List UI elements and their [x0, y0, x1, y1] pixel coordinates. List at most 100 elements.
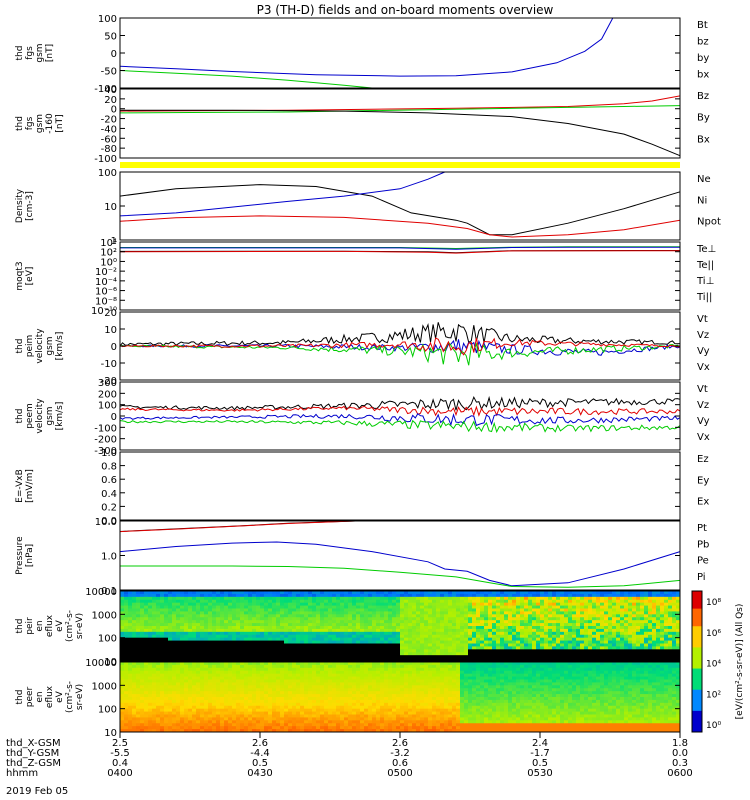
spectrogram-cell — [216, 655, 221, 659]
spectrogram-cell — [180, 664, 185, 669]
spectrogram-cell — [640, 605, 645, 609]
spectrogram-cell — [540, 599, 545, 604]
spectrogram-cell — [520, 611, 525, 615]
spectrogram-cell — [244, 617, 249, 621]
spectrogram-cell — [332, 694, 337, 698]
spectrogram-cell — [220, 676, 225, 680]
spectrogram-cell — [232, 593, 237, 598]
spectrogram-cell — [444, 608, 449, 612]
spectrogram-cell — [676, 614, 681, 618]
spectrogram-cell — [328, 664, 333, 669]
spectrogram-cell — [648, 649, 653, 653]
spectrogram-cell — [644, 640, 649, 644]
spectrogram-cell — [508, 614, 513, 618]
spectrogram-cell — [328, 682, 333, 686]
spectrogram-cell — [236, 658, 241, 662]
spectrogram-cell — [204, 611, 209, 615]
spectrogram-cell — [148, 679, 153, 683]
spectrogram-cell — [512, 611, 517, 615]
spectrogram-cell — [352, 634, 357, 639]
spectrogram-cell — [344, 611, 349, 615]
spectrogram-cell — [304, 655, 309, 659]
spectrogram-cell — [128, 717, 133, 721]
spectrogram-cell — [452, 591, 457, 595]
spectrogram-cell — [288, 652, 293, 656]
spectrogram-cell — [564, 655, 569, 659]
spectrogram-cell — [428, 623, 433, 627]
spectrogram-cell — [156, 691, 161, 695]
spectrogram-cell — [568, 634, 573, 639]
spectrogram-cell — [372, 646, 377, 650]
spectrogram-cell — [332, 599, 337, 604]
spectrogram-cell — [500, 614, 505, 618]
spectrogram-cell — [564, 649, 569, 653]
spectrogram-cell — [228, 593, 233, 598]
spectrogram-cell — [232, 602, 237, 606]
spectrogram-cell — [560, 599, 565, 604]
spectrogram-cell — [336, 658, 341, 662]
spectrogram-cell — [156, 617, 161, 621]
spectrogram-cell — [280, 617, 285, 621]
spectrogram-cell — [200, 602, 205, 606]
spectrogram-cell — [468, 591, 473, 595]
spectrogram-cell — [220, 664, 225, 669]
spectrogram-cell — [276, 711, 281, 715]
spectrogram-cell — [260, 688, 265, 692]
spectrogram-cell — [504, 608, 509, 612]
spectrogram-cell — [496, 614, 501, 618]
spectrogram-cell — [280, 682, 285, 686]
spectrogram-cell — [308, 640, 313, 644]
spectrogram-cell — [244, 662, 249, 666]
spectrogram-cell — [228, 670, 233, 675]
spectrogram-cell — [184, 694, 189, 698]
spectrogram-cell — [428, 602, 433, 606]
spectrogram-cell — [528, 658, 533, 662]
spectrogram-cell — [528, 614, 533, 618]
spectrogram-cell — [512, 608, 517, 612]
spectrogram-cell — [532, 658, 537, 662]
spectrogram-cell — [200, 685, 205, 689]
spectrogram-cell — [416, 626, 421, 630]
spectrogram-cell — [152, 655, 157, 659]
spectrogram-cell — [124, 655, 129, 659]
spectrogram-cell — [256, 723, 261, 727]
spectrogram-cell — [512, 652, 517, 656]
spectrogram-cell — [148, 714, 153, 718]
spectrogram-cell — [288, 708, 293, 712]
spectrogram-cell — [588, 634, 593, 639]
spectrogram-cell — [228, 611, 233, 615]
spectrogram-cell — [580, 649, 585, 653]
spectrogram-cell — [120, 697, 125, 701]
spectrogram-cell — [640, 658, 645, 662]
spectrogram-cell — [492, 608, 497, 612]
spectrogram-cell — [348, 611, 353, 615]
spectrogram-cell — [304, 602, 309, 606]
y-tick-label: 10⁻² — [95, 267, 117, 278]
spectrogram-cell — [424, 593, 429, 598]
spectrogram-cell — [300, 599, 305, 604]
spectrogram-cell — [468, 658, 473, 662]
spectrogram-cell — [536, 658, 541, 662]
spectrogram-cell — [248, 658, 253, 662]
spectrogram-cell — [616, 628, 621, 633]
spectrogram-cell — [120, 605, 125, 609]
spectrogram-cell — [200, 649, 205, 653]
spectrogram-cell — [328, 685, 333, 689]
spectrogram-cell — [300, 688, 305, 692]
spectrogram-cell — [188, 628, 193, 633]
spectrogram-cell — [192, 702, 197, 707]
spectrogram-cell — [352, 649, 357, 653]
spectrogram-cell — [164, 631, 169, 636]
spectrogram-cell — [672, 628, 677, 633]
spectrogram-cell — [280, 688, 285, 692]
spectrogram-cell — [600, 593, 605, 598]
spectrogram-cell — [560, 640, 565, 644]
spectrogram-cell — [144, 637, 149, 641]
spectrogram-cell — [336, 664, 341, 669]
spectrogram-cell — [244, 646, 249, 650]
spectrogram-cell — [252, 699, 257, 704]
spectrogram-cell — [588, 614, 593, 618]
spectrogram-cell — [568, 617, 573, 621]
spectrogram-cell — [560, 649, 565, 653]
spectrogram-cell — [676, 634, 681, 639]
